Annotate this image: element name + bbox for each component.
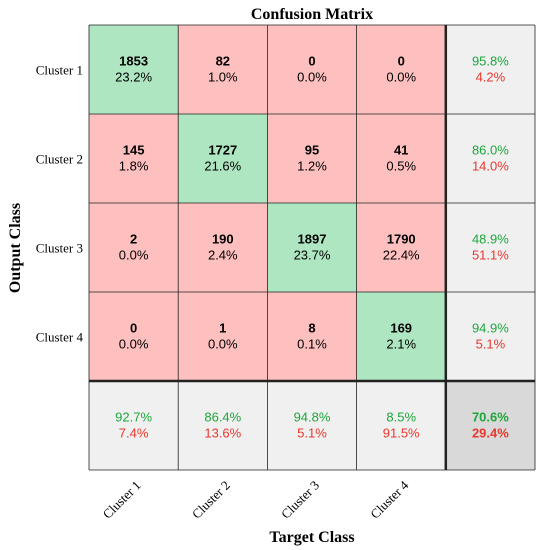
cell-count: 1897 <box>298 232 327 247</box>
cell-percent: 21.6% <box>204 159 241 174</box>
cell-r3-c3 <box>267 203 357 292</box>
row-summary-cell <box>445 114 535 203</box>
cell-r4-c3 <box>267 292 357 381</box>
cell-percent: 2.4% <box>208 248 238 263</box>
y-axis-label: Output Class <box>7 203 24 293</box>
cell-count: 8 <box>308 321 315 336</box>
cell-percent: 0.0% <box>119 337 149 352</box>
row-tick-label: Cluster 3 <box>36 241 83 256</box>
cell-r4-c1 <box>89 292 179 381</box>
cell-percent: 1.2% <box>297 159 327 174</box>
summary-incorrect: 29.4% <box>472 426 509 441</box>
cell-r3-c4 <box>356 203 446 292</box>
row-tick-label: Cluster 1 <box>36 63 83 78</box>
col-tick-label: Cluster 2 <box>189 478 233 522</box>
cell-percent: 23.2% <box>115 70 152 85</box>
cell-r1-c3 <box>267 25 357 114</box>
summary-correct: 94.9% <box>472 321 509 336</box>
cell-r1-c1 <box>89 25 179 114</box>
cell-count: 1790 <box>387 232 416 247</box>
cell-r2-c1 <box>89 114 179 203</box>
cell-count: 0 <box>130 321 137 336</box>
cell-percent: 0.1% <box>297 337 327 352</box>
row-summary-cell <box>445 203 535 292</box>
cell-r3-c2 <box>178 203 268 292</box>
col-tick-label: Cluster 3 <box>278 478 322 522</box>
col-summary-cell <box>178 381 268 470</box>
cell-percent: 0.0% <box>386 70 416 85</box>
summary-correct: 70.6% <box>472 410 509 425</box>
cell-count: 95 <box>305 143 319 158</box>
row-summary-cell <box>445 25 535 114</box>
col-tick-label: Cluster 4 <box>367 477 411 521</box>
summary-correct: 95.8% <box>472 54 509 69</box>
cell-percent: 0.0% <box>119 248 149 263</box>
cell-r2-c3 <box>267 114 357 203</box>
col-summary-cell <box>356 381 446 470</box>
cell-percent: 0.5% <box>386 159 416 174</box>
summary-incorrect: 7.4% <box>119 426 149 441</box>
summary-correct: 86.0% <box>472 143 509 158</box>
col-tick-label: Cluster 1 <box>100 478 144 522</box>
summary-correct: 8.5% <box>386 410 416 425</box>
summary-incorrect: 14.0% <box>472 159 509 174</box>
cell-r4-c4 <box>356 292 446 381</box>
x-axis-label: Target Class <box>269 529 354 546</box>
cell-percent: 1.8% <box>119 159 149 174</box>
summary-correct: 86.4% <box>204 410 241 425</box>
cell-r2-c2 <box>178 114 268 203</box>
cell-count: 2 <box>130 232 137 247</box>
grid-lines <box>88 24 536 471</box>
summary-incorrect: 91.5% <box>383 426 420 441</box>
cell-percent: 2.1% <box>386 337 416 352</box>
summary-correct: 92.7% <box>115 410 152 425</box>
cell-r1-c4 <box>356 25 446 114</box>
overall-accuracy-cell <box>445 381 535 470</box>
cell-count: 145 <box>123 143 145 158</box>
matrix-cells: 185323.2%821.0%00.0%00.0%95.8%4.2%1451.8… <box>89 25 535 470</box>
summary-incorrect: 13.6% <box>204 426 241 441</box>
cell-r3-c1 <box>89 203 179 292</box>
summary-incorrect: 51.1% <box>472 248 509 263</box>
summary-correct: 94.8% <box>294 410 331 425</box>
col-summary-cell <box>267 381 357 470</box>
summary-correct: 48.9% <box>472 232 509 247</box>
cell-count: 41 <box>394 143 408 158</box>
cell-count: 169 <box>390 321 412 336</box>
cell-count: 1853 <box>119 54 148 69</box>
cell-percent: 1.0% <box>208 70 238 85</box>
cell-percent: 23.7% <box>294 248 331 263</box>
cell-r2-c4 <box>356 114 446 203</box>
col-summary-cell <box>89 381 179 470</box>
row-tick-label: Cluster 2 <box>36 152 83 167</box>
summary-incorrect: 5.1% <box>297 426 327 441</box>
cell-count: 1727 <box>208 143 237 158</box>
cell-r4-c2 <box>178 292 268 381</box>
cell-count: 0 <box>398 54 405 69</box>
cell-count: 1 <box>219 321 226 336</box>
summary-incorrect: 5.1% <box>476 337 506 352</box>
cell-count: 190 <box>212 232 234 247</box>
cell-count: 82 <box>216 54 230 69</box>
cell-percent: 0.0% <box>208 337 238 352</box>
summary-incorrect: 4.2% <box>476 70 506 85</box>
cell-r1-c2 <box>178 25 268 114</box>
cell-percent: 0.0% <box>297 70 327 85</box>
cell-count: 0 <box>308 54 315 69</box>
row-tick-label: Cluster 4 <box>36 330 84 345</box>
row-summary-cell <box>445 292 535 381</box>
chart-title: Confusion Matrix <box>251 6 373 23</box>
cell-percent: 22.4% <box>383 248 420 263</box>
